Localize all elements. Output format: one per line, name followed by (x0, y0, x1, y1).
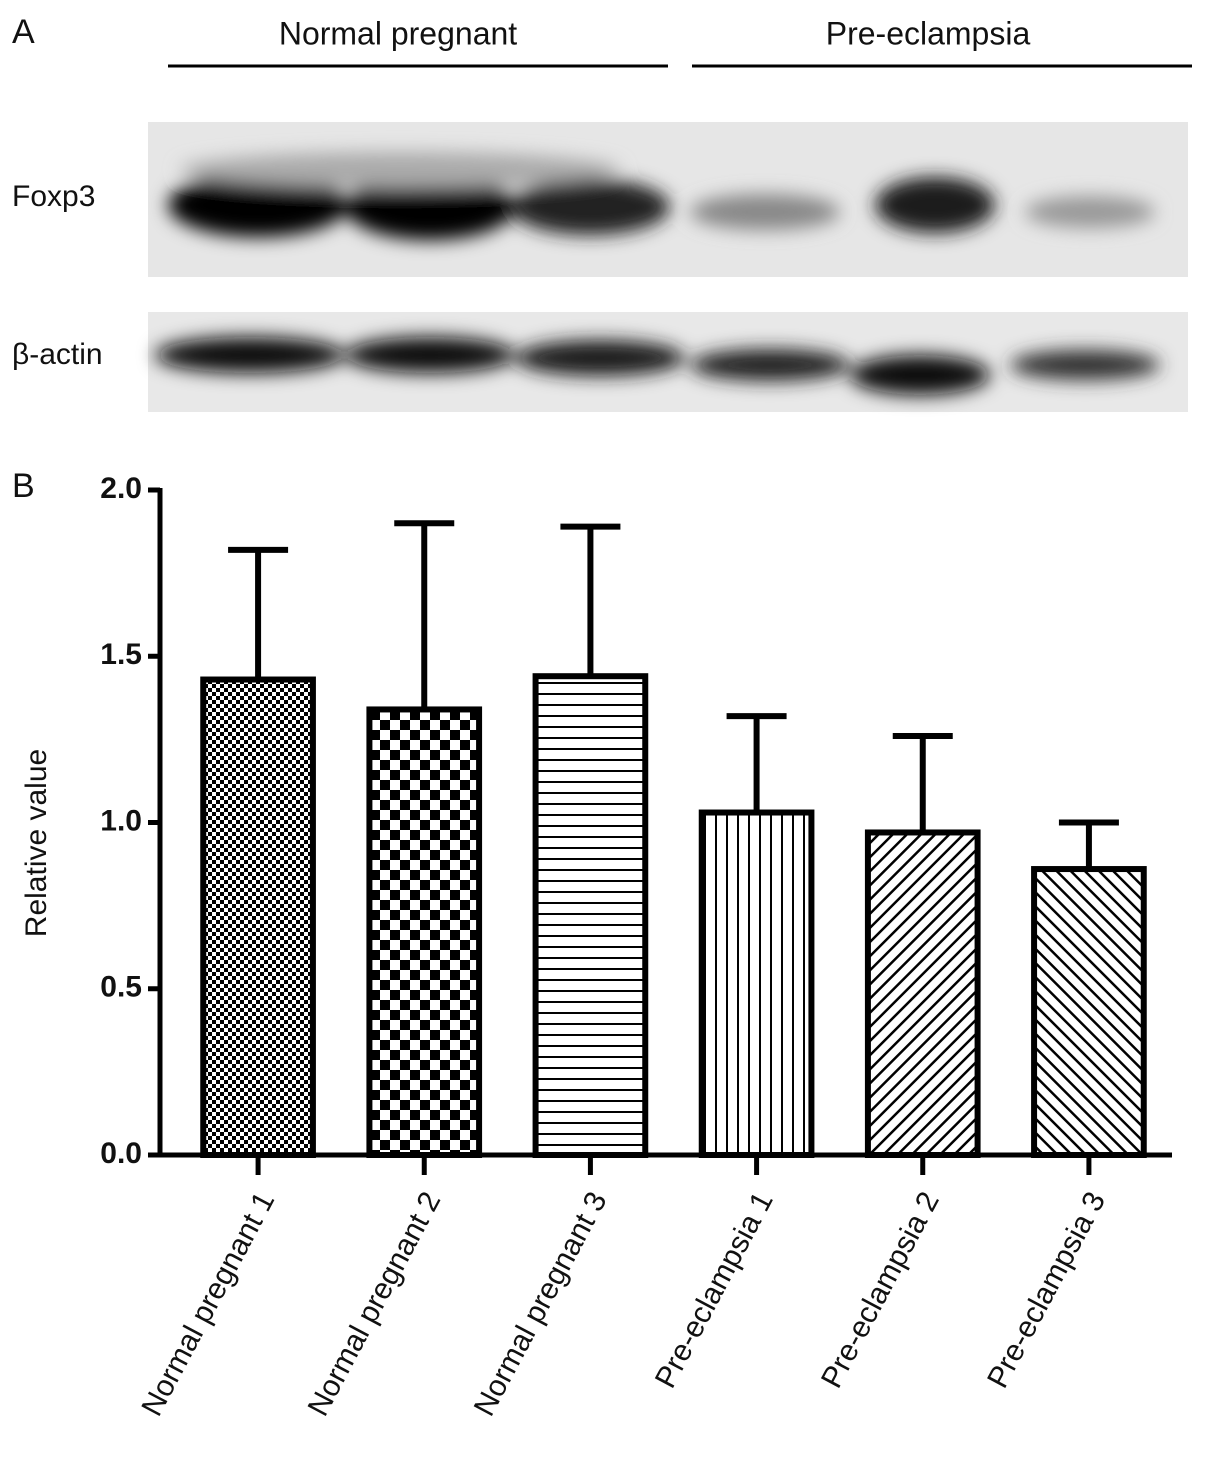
x-tick-label: Pre-eclampsia 1 (649, 1187, 780, 1394)
bar (1031, 866, 1147, 1158)
x-tick-label: Normal pregnant 2 (302, 1187, 448, 1422)
bar (200, 676, 316, 1159)
bar (864, 829, 981, 1158)
blot-actin (148, 312, 1188, 412)
y-tick-label: 0.5 (100, 971, 142, 1004)
y-tick-label: 2.0 (100, 472, 142, 505)
y-tick-label: 1.5 (100, 638, 142, 671)
row-label: Foxp3 (12, 180, 95, 213)
y-axis-label: Relative value (20, 749, 53, 937)
x-tick-label: Normal pregnant 1 (135, 1187, 281, 1422)
row-label: β-actin (12, 338, 103, 371)
bar (698, 809, 815, 1159)
group-label: Pre-eclampsia (826, 15, 1031, 51)
group-label: Normal pregnant (279, 15, 517, 51)
blot-foxp3 (148, 122, 1188, 277)
bar (366, 706, 483, 1158)
bar (532, 673, 649, 1158)
y-tick-label: 0.0 (100, 1137, 142, 1170)
x-tick-label: Pre-eclampsia 2 (815, 1187, 946, 1394)
x-tick-label: Pre-eclampsia 3 (981, 1187, 1112, 1394)
y-tick-label: 1.0 (100, 804, 142, 837)
panel-label: B (12, 467, 35, 505)
panel-label: A (12, 13, 35, 51)
x-tick-label: Normal pregnant 3 (468, 1187, 614, 1422)
